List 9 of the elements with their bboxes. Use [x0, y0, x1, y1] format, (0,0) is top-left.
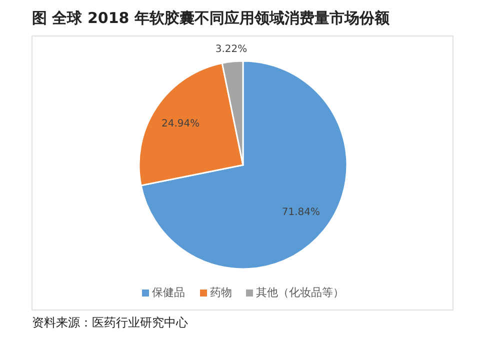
pie-slice — [140, 60, 348, 270]
text: 资料来源：医药行业研究中心 — [32, 315, 188, 330]
legend-label: 保健品 — [152, 286, 185, 300]
data-label: 3.22% — [215, 44, 248, 55]
data-label: 24.94% — [162, 118, 200, 130]
legend-label: 其他（化妆品等） — [256, 286, 344, 300]
chart-title: 图 全球 2018 年软胶囊不同应用领域消费量市场份额 — [32, 9, 390, 28]
data-label: 71.84% — [282, 207, 320, 218]
legend-label: 药物 — [210, 286, 232, 300]
